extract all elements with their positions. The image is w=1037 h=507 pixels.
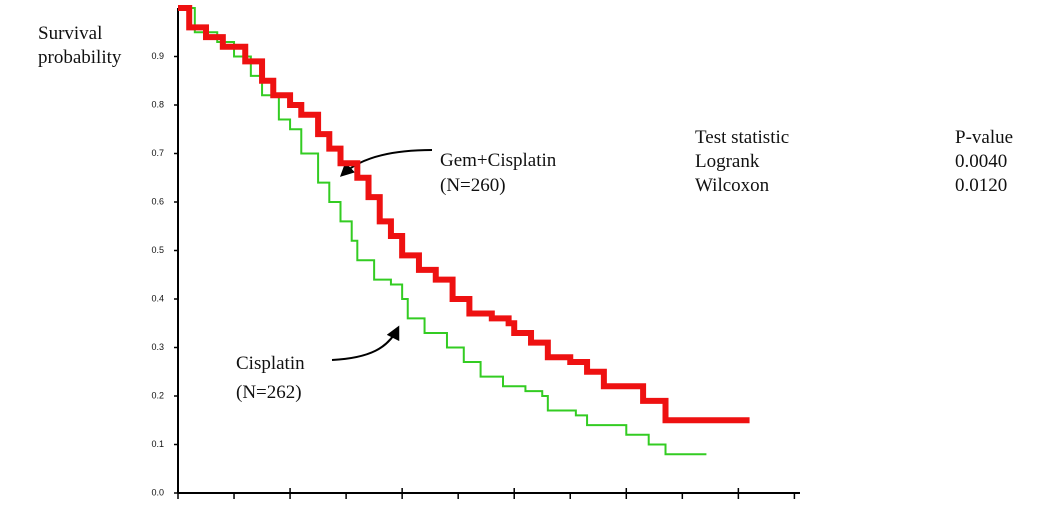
y-tick-label: 0.4: [151, 293, 164, 303]
table-cell: 0.0120: [955, 175, 1007, 196]
annotation: Gem+Cisplatin: [440, 150, 557, 171]
y-axis-label: Survival: [38, 23, 102, 44]
survival-curve: [178, 7, 707, 456]
y-tick-label: 0.1: [151, 439, 164, 449]
table-cell: Logrank: [695, 151, 760, 172]
y-tick-label: 0.6: [151, 196, 164, 206]
annotation-arrow: [339, 149, 433, 177]
survival-curve: [178, 5, 750, 424]
y-tick-label: 0.5: [151, 245, 164, 255]
y-axis-label: probability: [38, 47, 122, 68]
y-tick-label: 0.7: [151, 148, 164, 158]
annotation: (N=262): [236, 382, 302, 403]
annotation: (N=260): [440, 175, 506, 196]
table-header: P-value: [955, 127, 1013, 148]
table-cell: 0.0040: [955, 151, 1007, 172]
table-header: Test statistic: [695, 127, 789, 148]
y-tick-label: 0.8: [151, 99, 164, 109]
y-tick-label: 0.3: [151, 342, 164, 352]
y-tick-label: 0.2: [151, 390, 164, 400]
table-cell: Wilcoxon: [695, 175, 770, 196]
y-tick-label: 0.9: [151, 51, 164, 61]
y-tick-label: 0.0: [151, 487, 164, 497]
annotation: Cisplatin: [236, 353, 305, 374]
annotation-arrow: [331, 325, 400, 361]
